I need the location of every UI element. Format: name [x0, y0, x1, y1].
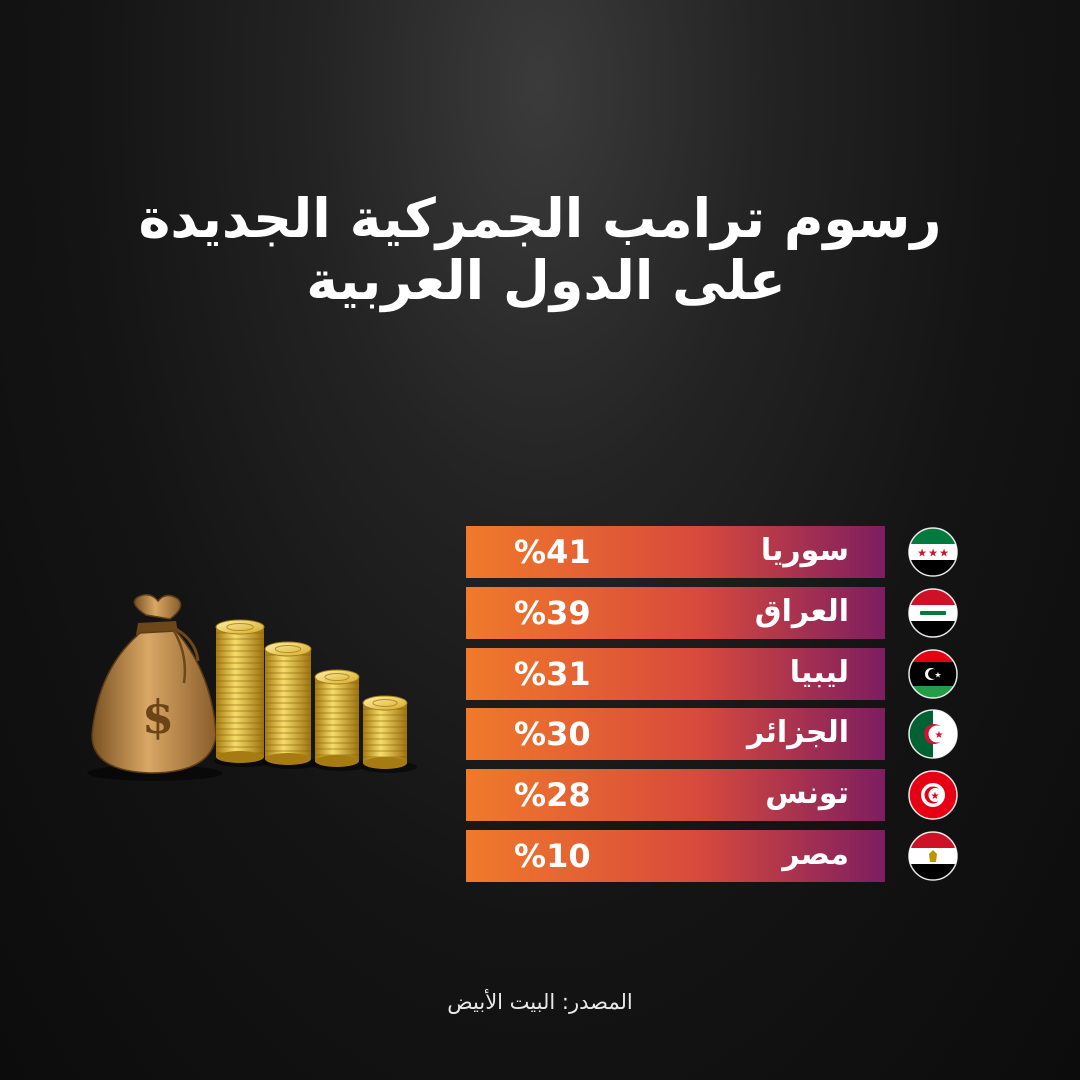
syria-flag-icon: ★ ★ ★ — [908, 527, 958, 577]
bar-category-label: سوريا — [760, 533, 849, 568]
bar-category-label: مصر — [782, 837, 849, 872]
bar-value-label: %28 — [514, 776, 591, 815]
bar-category-label: تونس — [765, 776, 849, 812]
bar-3: %31 ليبيا — [466, 647, 885, 700]
iraq-flag-icon — [908, 588, 958, 638]
title-line-1: رسوم ترامب الجمركية الجديدة — [138, 187, 942, 250]
bar-category-label: الجزائر — [746, 715, 849, 751]
page-title: رسوم ترامب الجمركية الجديدة على الدول ال… — [0, 188, 1080, 312]
coin-stack-2 — [265, 649, 311, 759]
bar-category-label: العراق — [754, 593, 849, 629]
svg-text:★: ★ — [939, 547, 949, 560]
bar-value-label: %10 — [514, 837, 591, 875]
svg-text:★: ★ — [931, 791, 940, 802]
bar-value-label: %30 — [514, 715, 591, 754]
bar-value-label: %39 — [514, 593, 591, 632]
bar-row-5: %28 تونس ★ — [466, 769, 960, 822]
bar-category-label: ليبيا — [789, 654, 849, 690]
tunisia-flag-icon: ★ — [908, 770, 958, 820]
bar-row-2: %39 العراق — [466, 586, 960, 639]
bar-6: %10 مصر — [466, 830, 885, 882]
bar-row-6: %10 مصر — [466, 830, 960, 882]
bar-row-1: %41 سوريا ★ ★ ★ — [466, 526, 960, 578]
bar-5: %28 تونس — [466, 769, 885, 822]
bag-dollar-symbol: $ — [142, 690, 174, 744]
title-line-2: على الدول العربية — [306, 249, 786, 312]
source-note: المصدر: البيت الأبيض — [447, 990, 633, 1014]
svg-text:★: ★ — [917, 547, 927, 560]
bar-2: %39 العراق — [466, 586, 885, 639]
svg-text:★: ★ — [935, 730, 944, 741]
algeria-flag-icon: ★ — [908, 709, 958, 760]
bar-1: %41 سوريا — [466, 526, 885, 578]
bar-4: %30 الجزائر — [466, 708, 885, 761]
bar-row-3: %31 ليبيا ★ — [466, 647, 960, 700]
svg-text:★: ★ — [934, 670, 941, 679]
bar-value-label: %41 — [514, 533, 591, 571]
svg-text:★: ★ — [928, 547, 938, 560]
bar-value-label: %31 — [514, 654, 591, 693]
coin-stack-1 — [216, 627, 264, 757]
egypt-flag-icon — [908, 831, 958, 881]
libya-flag-icon: ★ — [908, 648, 958, 699]
gold-coin-stack-icon — [214, 619, 417, 773]
bar-row-4: %30 الجزائر ★ — [466, 708, 960, 761]
money-bag-icon: $ — [87, 594, 223, 781]
money-illustration: $ — [87, 594, 417, 781]
